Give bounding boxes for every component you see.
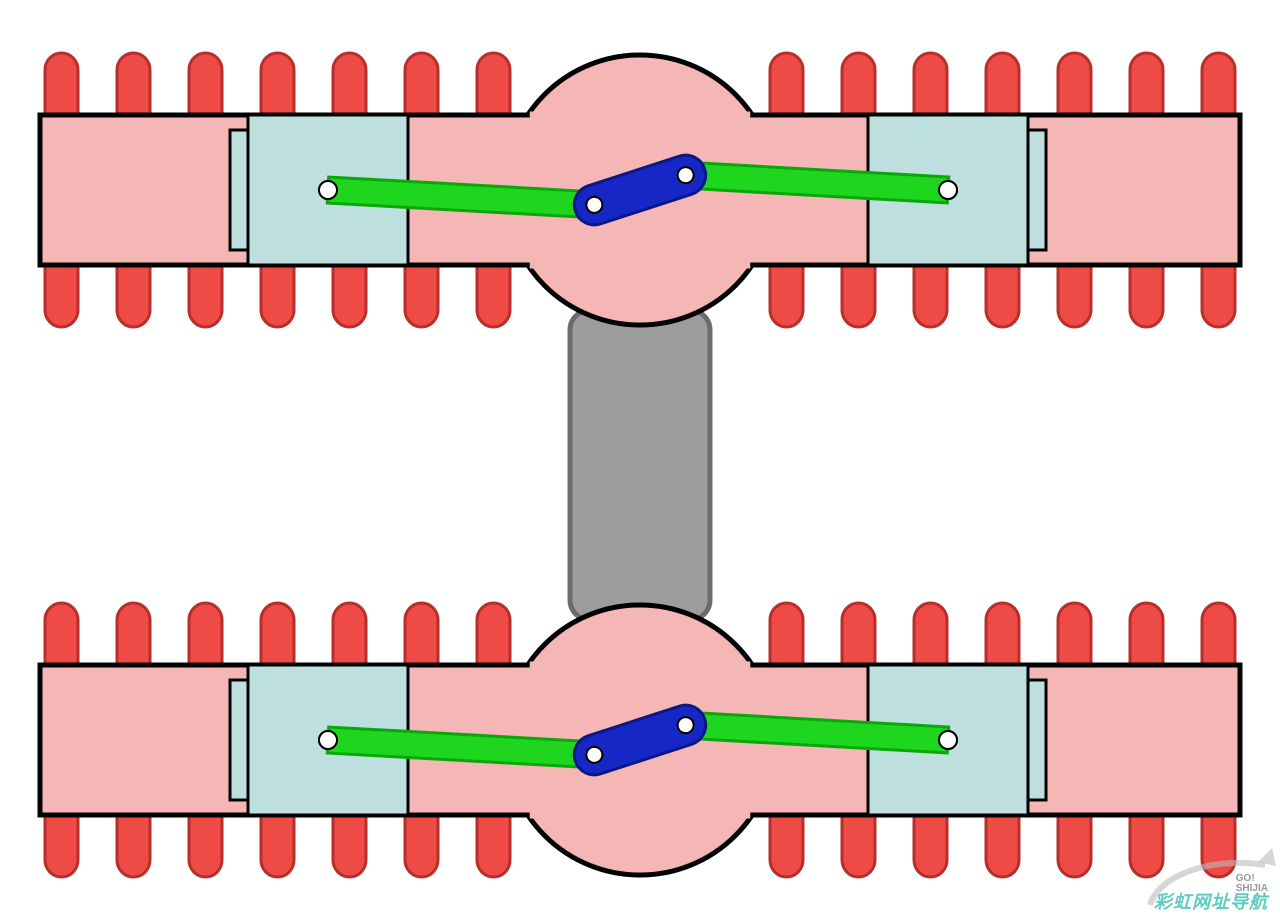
cylinder-assembly-top: [40, 53, 1240, 327]
piston-crown-tab: [1028, 680, 1046, 800]
piston-crown-tab: [230, 680, 248, 800]
engine-diagram: [0, 0, 1280, 920]
watermark: GO! SHIJIA 彩虹网址导航: [1154, 888, 1268, 914]
piston-crown-tab: [230, 130, 248, 250]
seam-cover: [530, 112, 750, 119]
seam-cover: [530, 662, 750, 669]
piston-crown-tab: [1028, 130, 1046, 250]
wrist-pin: [319, 731, 337, 749]
wrist-pin: [939, 731, 957, 749]
cylinder-assembly-bottom: [40, 603, 1240, 877]
connecting-link-bar: [570, 310, 710, 620]
wrist-pin: [939, 181, 957, 199]
seam-cover: [530, 262, 750, 269]
wrist-pin: [319, 181, 337, 199]
seam-cover: [530, 812, 750, 819]
watermark-sub: GO! SHIJIA: [1236, 874, 1268, 894]
